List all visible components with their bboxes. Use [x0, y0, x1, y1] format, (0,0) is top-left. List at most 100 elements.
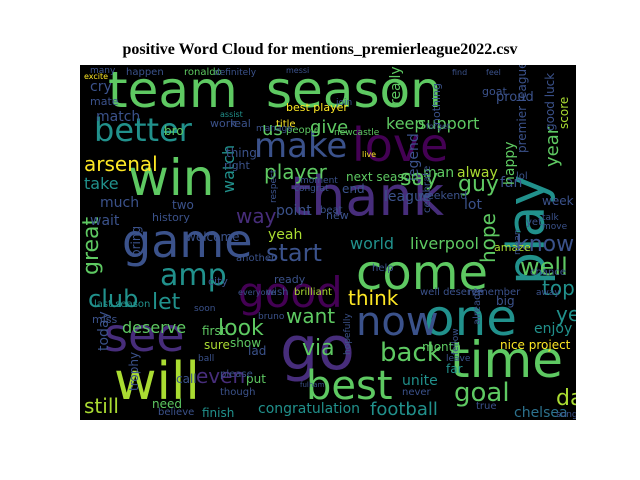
cloud-word-yet: yet	[526, 217, 542, 228]
cloud-word-wish: wish	[266, 287, 289, 298]
cloud-word-great: great	[80, 216, 104, 275]
cloud-word-time: time	[450, 331, 563, 389]
cloud-word-legend: legend	[406, 133, 422, 181]
cloud-word-best: best	[306, 363, 393, 409]
cloud-word-true: true	[476, 401, 497, 412]
cloud-word-end: end	[342, 182, 365, 196]
cloud-word-congratulation: congratulation	[258, 401, 360, 417]
cloud-word-first: first	[202, 324, 226, 338]
cloud-word-look: look	[218, 316, 264, 341]
cloud-word-song: song	[556, 410, 576, 420]
cloud-word-excite: excite	[84, 72, 108, 81]
cloud-word-chance: chance	[530, 267, 566, 278]
cloud-word-man: man	[423, 165, 454, 181]
cloud-word-see: see	[104, 308, 185, 362]
cloud-word-support: support	[418, 114, 479, 133]
cloud-word-messi: messi	[286, 66, 309, 75]
cloud-word-think: think	[348, 286, 399, 310]
cloud-word-two: two	[172, 198, 194, 212]
cloud-word-fulham: fulham	[300, 381, 325, 389]
cloud-word-lol: lol	[516, 171, 528, 182]
cloud-word-respect: respect	[269, 169, 279, 203]
cloud-word-make: make	[254, 126, 347, 166]
cloud-word-moment: moment	[300, 176, 338, 186]
cloud-word-title: title	[276, 119, 296, 130]
cloud-word-move: move	[542, 222, 568, 232]
cloud-word-football: football	[370, 399, 438, 420]
cloud-word-nice-project: nice project	[500, 338, 571, 352]
cloud-word-many: many	[90, 66, 116, 76]
cloud-word-fellow: fellow	[451, 328, 461, 355]
cloud-word-cry: cry	[90, 79, 112, 95]
cloud-word-top: top	[542, 276, 575, 300]
cloud-word-better: better	[94, 111, 193, 149]
cloud-word-go: go	[280, 314, 355, 384]
cloud-word-ye: ye	[556, 302, 576, 326]
cloud-word-come: come	[356, 245, 488, 301]
cloud-word-via: via	[302, 336, 335, 361]
cloud-word-happy: happy	[502, 141, 518, 185]
cloud-word-chelsea: chelsea	[514, 405, 568, 420]
cloud-word-give: give	[310, 117, 348, 138]
cloud-word-everyone: everyone	[238, 288, 276, 297]
cloud-word-good-luck: good luck	[543, 73, 557, 131]
cloud-word-take: take	[84, 174, 119, 193]
cloud-word-ball: ball	[198, 354, 214, 364]
cloud-word-lad: lad	[248, 344, 266, 358]
cloud-word-brilliant: brilliant	[294, 287, 332, 298]
cloud-word-let: let	[152, 290, 181, 315]
cloud-word-season: season	[266, 65, 442, 119]
cloud-word-already: already	[472, 288, 483, 325]
cloud-word-right: right	[224, 159, 251, 172]
cloud-word-hope: hope	[476, 213, 500, 263]
cloud-word-bring: bring	[129, 226, 143, 257]
cloud-word-want: want	[286, 304, 335, 328]
cloud-word-believe: believe	[158, 407, 194, 418]
cloud-word-history: history	[152, 211, 190, 224]
cloud-word-please: please	[220, 369, 253, 380]
cloud-word-way: way	[236, 204, 277, 228]
cloud-word-win: win	[128, 149, 214, 207]
cloud-word-live: live	[362, 150, 376, 159]
cloud-word-score: score	[557, 97, 571, 129]
cloud-word-next-season: next season	[346, 170, 419, 184]
cloud-word-fan: fan	[500, 175, 522, 191]
cloud-word-day: day	[556, 386, 576, 411]
cloud-word-join: join	[335, 98, 352, 108]
cloud-word-now: now	[356, 299, 439, 345]
cloud-word-happen: happen	[126, 67, 164, 78]
cloud-word-week: week	[542, 194, 574, 208]
cloud-word-ready: ready	[274, 273, 306, 286]
cloud-word-know: know	[516, 232, 574, 257]
cloud-word-sure: sure	[204, 338, 230, 352]
cloud-word-player: player	[264, 160, 328, 184]
cloud-word-unite: unite	[402, 373, 438, 389]
cloud-word-well-deserve: well deserve	[420, 287, 483, 298]
cloud-word-forget: forget	[426, 122, 450, 131]
cloud-word-trophy: trophy	[127, 352, 141, 391]
cloud-word-remember: remember	[468, 287, 521, 298]
cloud-word-start: start	[266, 239, 322, 267]
cloud-word-congrat: congrat	[294, 184, 329, 194]
cloud-word-best-player: best player	[286, 101, 348, 114]
cloud-word-club: club	[88, 285, 138, 313]
cloud-word-amaze: amaze	[494, 241, 531, 254]
cloud-word-city: city	[208, 275, 228, 288]
cloud-word-well: well	[520, 253, 568, 281]
cloud-word-amp: amp	[160, 258, 227, 293]
cloud-word-us: us	[262, 119, 283, 140]
cloud-word-welcome: welcome	[186, 230, 240, 244]
cloud-word-back: back	[380, 338, 442, 368]
cloud-word-new: new	[326, 209, 349, 222]
cloud-word-love: love	[352, 118, 448, 172]
cloud-word-need: need	[152, 397, 182, 411]
cloud-word-real: real	[230, 117, 251, 130]
cloud-word-manage: manage	[256, 124, 293, 134]
cloud-word-ronaldo: ronaldo	[184, 67, 222, 78]
cloud-word-lot: lot	[464, 197, 482, 213]
cloud-word-show: show	[230, 336, 261, 350]
cloud-word-bruno: bruno	[258, 312, 285, 322]
cloud-word-work: work	[210, 117, 237, 130]
cloud-word-game: game	[122, 214, 253, 268]
